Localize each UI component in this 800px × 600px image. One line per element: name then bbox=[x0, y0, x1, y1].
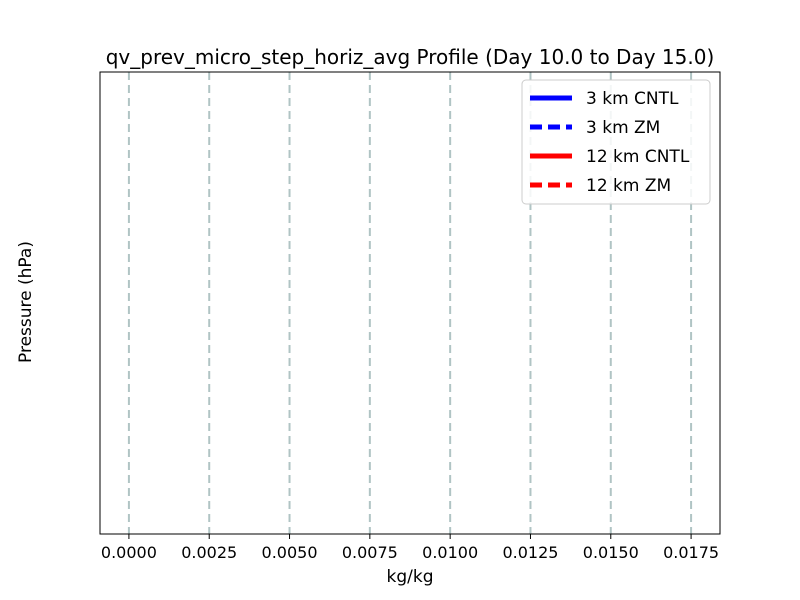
x-tick-label: 0.0150 bbox=[583, 543, 639, 562]
legend-label-1: 3 km CNTL bbox=[586, 89, 679, 109]
legend-label-2: 3 km ZM bbox=[586, 118, 660, 138]
legend: 3 km CNTL 3 km ZM 12 km CNTL 12 km ZM bbox=[521, 79, 711, 205]
legend-label-3: 12 km CNTL bbox=[586, 147, 690, 167]
grid bbox=[127, 72, 693, 534]
x-tick-label: 0.0025 bbox=[181, 543, 237, 562]
x-tick-label: 0.0075 bbox=[342, 543, 398, 562]
plot-frame bbox=[99, 71, 721, 535]
x-tick-label: 0.0100 bbox=[422, 543, 478, 562]
x-tick-label: 0.0050 bbox=[262, 543, 318, 562]
x-tick-label: 0.0175 bbox=[663, 543, 719, 562]
y-axis-label: Pressure (hPa) bbox=[16, 241, 36, 363]
axes: 0.0000 0.0025 0.0050 0.0075 0.0100 0.0125 0.01… bbox=[101, 534, 719, 562]
x-axis-label: kg/kg bbox=[387, 567, 434, 587]
chart-title: qv_prev_micro_step_horiz_avg Profile (Da… bbox=[106, 45, 715, 69]
legend-label-4: 12 km ZM bbox=[586, 176, 671, 196]
legend-box bbox=[521, 79, 711, 205]
x-tick-label: 0.0125 bbox=[502, 543, 558, 562]
x-tick-label: 0.0000 bbox=[101, 543, 157, 562]
